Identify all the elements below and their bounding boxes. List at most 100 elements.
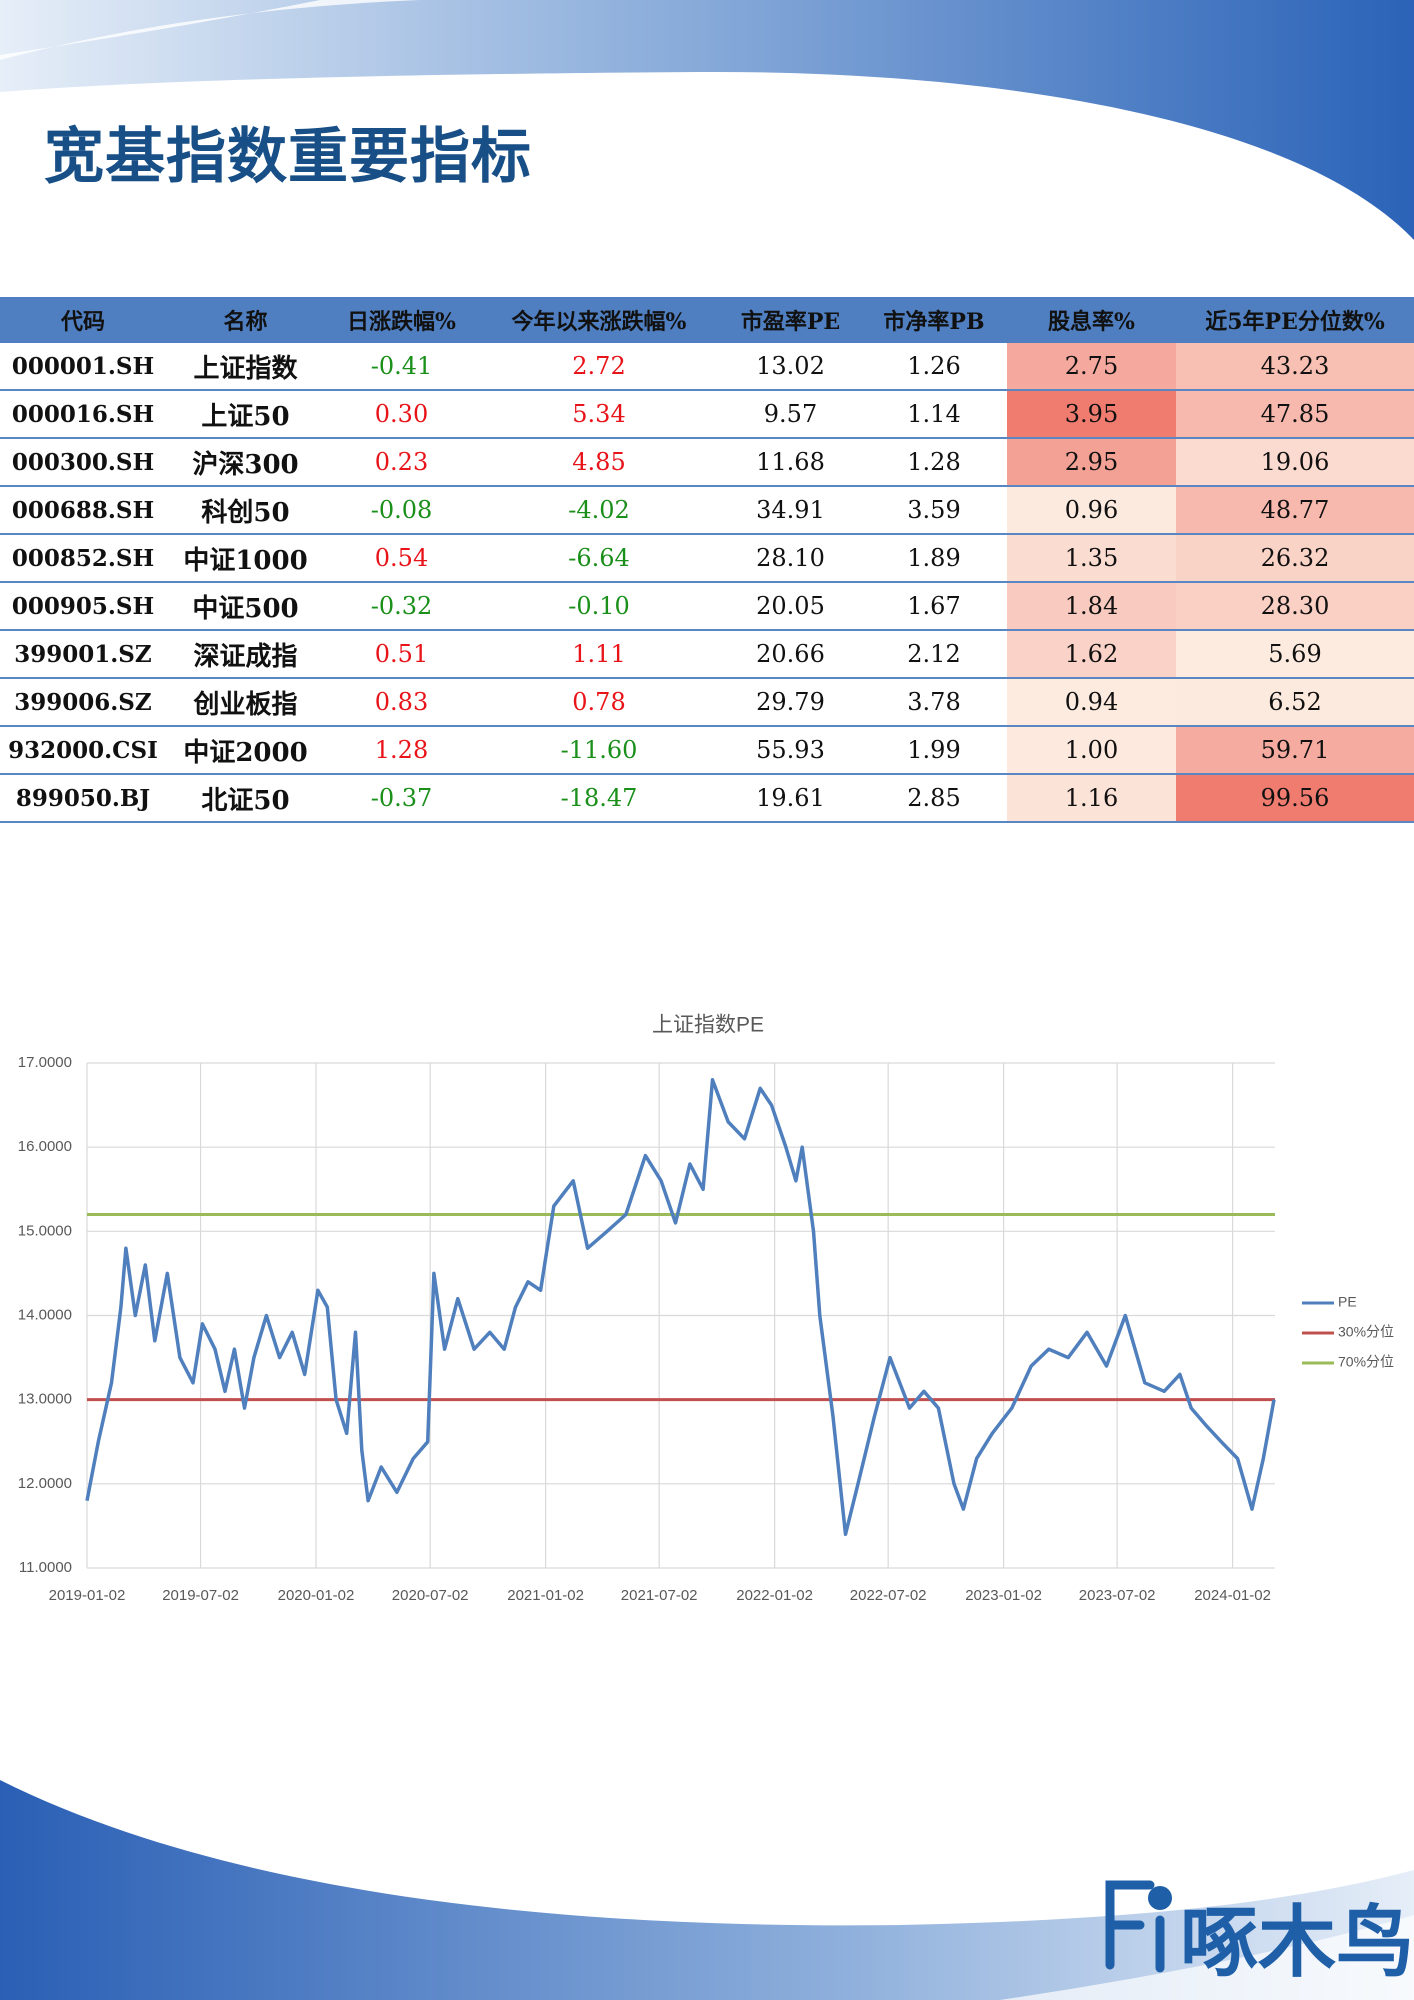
table-cell: 1.89 — [861, 534, 1007, 583]
x-tick-label: 2021-01-02 — [507, 1587, 584, 1604]
table-cell: 1.00 — [1007, 726, 1176, 775]
table-cell: 中证1000 — [166, 534, 325, 583]
table-cell: 1.35 — [1007, 534, 1176, 583]
top-wave — [0, 0, 1414, 240]
x-tick-label: 2024-01-02 — [1194, 1587, 1271, 1604]
table-cell: 99.56 — [1176, 774, 1414, 823]
column-header: 日涨跌幅% — [325, 297, 478, 343]
y-tick-label: 14.0000 — [18, 1306, 72, 1323]
y-tick-label: 15.0000 — [18, 1222, 72, 1239]
table-cell: 34.91 — [720, 486, 861, 535]
column-header: 近5年PE分位数% — [1176, 297, 1414, 343]
table-cell: 2.12 — [861, 630, 1007, 679]
table-cell: 1.28 — [861, 438, 1007, 487]
table-cell: 28.10 — [720, 534, 861, 583]
table-cell: 19.61 — [720, 774, 861, 823]
table-cell: 3.95 — [1007, 390, 1176, 439]
x-tick-label: 2023-01-02 — [965, 1587, 1042, 1604]
table-cell: 932000.CSI — [0, 726, 166, 775]
table-cell: 1.14 — [861, 390, 1007, 439]
table-cell: -4.02 — [478, 486, 720, 535]
table-cell: 1.99 — [861, 726, 1007, 775]
table-cell: 2.85 — [861, 774, 1007, 823]
chart-title: 上证指数PE — [652, 1014, 764, 1037]
table-cell: -6.64 — [478, 534, 720, 583]
table-cell: 55.93 — [720, 726, 861, 775]
table-cell: 1.16 — [1007, 774, 1176, 823]
legend-label: PE — [1338, 1294, 1357, 1310]
column-header: 名称 — [166, 297, 325, 343]
table-row: 000001.SH 上证指数 -0.41 2.72 13.02 1.26 2.75 43.23 — [0, 343, 1414, 391]
table-cell: 1.11 — [478, 630, 720, 679]
table-cell: 6.52 — [1176, 678, 1414, 727]
table-cell: 59.71 — [1176, 726, 1414, 775]
table-cell: 上证50 — [166, 390, 325, 439]
table-cell: 创业板指 — [166, 678, 325, 727]
table-cell: 13.02 — [720, 343, 861, 391]
table-cell: 上证指数 — [166, 343, 325, 391]
legend-label: 70%分位 — [1338, 1354, 1394, 1370]
table-cell: -0.08 — [325, 486, 478, 535]
x-tick-label: 2019-01-02 — [49, 1587, 126, 1604]
table-row: 899050.BJ 北证50 -0.37 -18.47 19.61 2.85 1.16 99.… — [0, 774, 1414, 823]
table-row: 399006.SZ 创业板指 0.83 0.78 29.79 3.78 0.94 6.52 — [0, 678, 1414, 727]
column-header: 市盈率PE — [720, 297, 861, 343]
table-cell: 0.96 — [1007, 486, 1176, 535]
table-cell: 2.72 — [478, 343, 720, 391]
table-row: 000300.SH 沪深300 0.23 4.85 11.68 1.28 2.95 19.06 — [0, 438, 1414, 487]
table-cell: 0.30 — [325, 390, 478, 439]
pe-line — [85, 1078, 1276, 1537]
legend-label: 30%分位 — [1338, 1324, 1394, 1340]
table-cell: 深证成指 — [166, 630, 325, 679]
table-cell: 中证2000 — [166, 726, 325, 775]
table-cell: 48.77 — [1176, 486, 1414, 535]
table-cell: 0.94 — [1007, 678, 1176, 727]
table-cell: -18.47 — [478, 774, 720, 823]
table-cell: -0.32 — [325, 582, 478, 631]
y-tick-label: 17.0000 — [18, 1054, 72, 1071]
y-tick-label: 12.0000 — [18, 1475, 72, 1492]
table-cell: 26.32 — [1176, 534, 1414, 583]
table-row: 932000.CSI 中证2000 1.28 -11.60 55.93 1.99 1.00 5… — [0, 726, 1414, 775]
header-row: 代码 名称 日涨跌幅% 今年以来涨跌幅% 市盈率PE 市净率PB 股息率% 近5年PE分位数% — [0, 297, 1414, 343]
table-cell: -11.60 — [478, 726, 720, 775]
table-cell: 29.79 — [720, 678, 861, 727]
table-cell: 0.23 — [325, 438, 478, 487]
table-cell: 9.57 — [720, 390, 861, 439]
table-cell: 399006.SZ — [0, 678, 166, 727]
logo-icon — [1105, 1880, 1172, 1973]
table-row: 000688.SH 科创50 -0.08 -4.02 34.91 3.59 0.96 48.7… — [0, 486, 1414, 535]
column-header: 股息率% — [1007, 297, 1176, 343]
table-cell: 3.78 — [861, 678, 1007, 727]
table-row: 000905.SH 中证500 -0.32 -0.10 20.05 1.67 1.84 28.… — [0, 582, 1414, 631]
table-cell: -0.41 — [325, 343, 478, 391]
table-cell: 3.59 — [861, 486, 1007, 535]
table-body: 000001.SH 上证指数 -0.41 2.72 13.02 1.26 2.75 43.23… — [0, 343, 1414, 823]
table-cell: 1.84 — [1007, 582, 1176, 631]
x-tick-label: 2020-01-02 — [278, 1587, 355, 1604]
page-title: 宽基指数重要指标 — [44, 122, 532, 192]
table-cell: 11.68 — [720, 438, 861, 487]
table-cell: 北证50 — [166, 774, 325, 823]
table-cell: 47.85 — [1176, 390, 1414, 439]
y-tick-label: 11.0000 — [19, 1559, 72, 1576]
table-cell: 2.75 — [1007, 343, 1176, 391]
table-cell: 0.51 — [325, 630, 478, 679]
table-cell: 5.69 — [1176, 630, 1414, 679]
table-cell: 000016.SH — [0, 390, 166, 439]
table-cell: 0.54 — [325, 534, 478, 583]
table-cell: 5.34 — [478, 390, 720, 439]
table-cell: 1.62 — [1007, 630, 1176, 679]
table-cell: 43.23 — [1176, 343, 1414, 391]
bottom-wave — [0, 1780, 1414, 2000]
table-cell: 19.06 — [1176, 438, 1414, 487]
table-cell: 科创50 — [166, 486, 325, 535]
bottom-wave-highlight — [1000, 1915, 1414, 2000]
y-tick-label: 13.0000 — [18, 1391, 72, 1408]
table-cell: -0.37 — [325, 774, 478, 823]
table-cell: 000905.SH — [0, 582, 166, 631]
column-header: 市净率PB — [861, 297, 1007, 343]
